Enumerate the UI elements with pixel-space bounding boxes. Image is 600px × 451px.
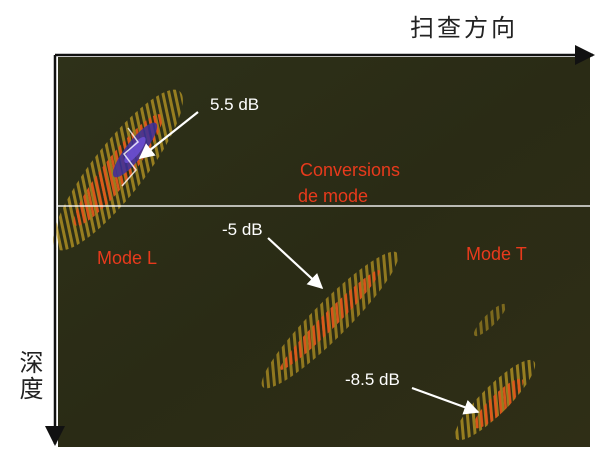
- arrow-annotation-low: [411, 386, 480, 415]
- annotation-top-label: 5.5 dB: [210, 95, 259, 114]
- arrow-annotation-mid: [267, 237, 324, 290]
- conversions-label-line1: Conversions: [300, 160, 400, 180]
- annotation-mid-label: -5 dB: [222, 220, 263, 239]
- mode-conversion-echo: [261, 251, 399, 389]
- conversions-label-line2: de mode: [298, 186, 368, 206]
- mode-l-label: Mode L: [97, 248, 157, 268]
- mode-l-echo: [53, 89, 183, 251]
- mode-t-label: Mode T: [466, 244, 527, 264]
- annotation-low-label: -8.5 dB: [345, 370, 400, 389]
- arrow-annotation-top: [138, 111, 199, 159]
- depth-label: 深度: [15, 350, 43, 402]
- scan-direction-label: 扫查方向: [410, 14, 518, 42]
- mode-t-echo: [454, 303, 536, 441]
